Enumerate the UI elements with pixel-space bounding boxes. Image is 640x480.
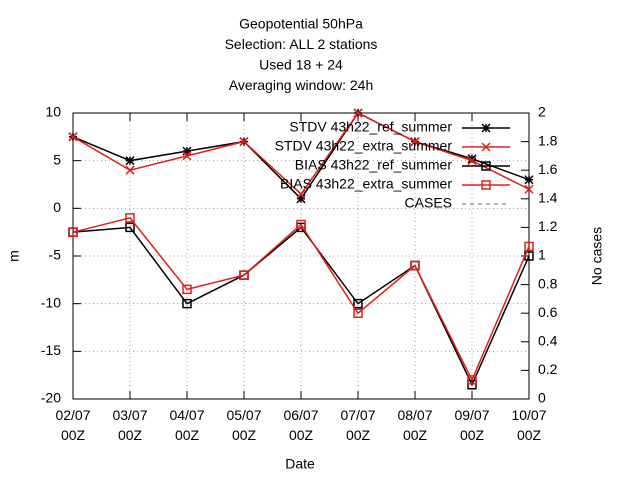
legend-label: STDV 43h22_ref_summer [289,119,452,135]
y2-tick-label: 0 [538,390,546,406]
chart-title: Averaging window: 24h [229,77,374,93]
x-tick-label: 08/07 00Z [397,407,433,443]
y2-tick-label: 1.8 [538,132,558,148]
y-tick-label: -10 [41,294,61,310]
y2-tick-label: 1.4 [538,190,558,206]
marker [68,132,78,142]
chart-title: Geopotential 50hPa [239,16,363,32]
marker [410,260,420,271]
marker [481,123,491,133]
marker [239,270,249,280]
y2-tick-label: 1.2 [538,218,558,234]
x-tick-label: 07/07 00Z [340,407,376,443]
marker [481,142,491,152]
y2-tick-label: 2 [538,104,546,120]
marker [125,213,135,223]
y2-tick-label: 1.6 [538,161,558,177]
y2-tick-label: 1 [538,247,546,263]
x-axis-label: Date [285,456,315,472]
marker [524,241,534,252]
marker [524,184,534,194]
marker [182,298,192,309]
y-tick-label: 5 [53,151,61,167]
y2-tick-label: 0.4 [538,333,558,349]
chart-title: Used 18 + 24 [259,57,343,73]
marker [410,137,420,147]
x-tick-label: 06/07 00Z [283,407,319,443]
marker [296,189,306,199]
chart-title: Selection: ALL 2 stations [225,36,378,52]
marker [467,154,477,164]
y2-tick-label: 0.6 [538,304,558,320]
marker [353,308,363,318]
marker [182,146,192,156]
legend-label: STDV 43h22_extra_summer [275,138,453,154]
marker [182,151,192,161]
marker [125,222,135,233]
marker [467,375,477,385]
marker [481,180,491,190]
y-tick-label: -20 [41,390,61,406]
y-tick-label: -15 [41,342,61,358]
x-tick-label: 10/07 00Z [511,407,547,443]
y2-axis-label: No cases [589,227,605,285]
x-tick-label: 05/07 00Z [226,407,262,443]
legend-label: CASES [405,195,452,211]
marker [467,379,477,390]
y-tick-label: 10 [45,104,61,120]
x-tick-label: 03/07 00Z [112,407,148,443]
y-tick-label: -5 [49,247,62,263]
marker [125,165,135,175]
series-line [72,217,530,382]
marker [467,156,477,166]
marker [353,108,363,118]
marker [68,227,78,237]
marker [296,194,306,204]
y2-tick-label: 0.8 [538,275,558,291]
x-tick-label: 02/07 00Z [55,407,91,443]
legend-label: BIAS 43h22_extra_summer [280,176,452,192]
marker [353,298,363,309]
marker [239,137,249,147]
marker [481,161,491,171]
legend-label: BIAS 43h22_ref_summer [295,157,453,173]
marker [296,219,306,230]
y2-tick-label: 0.2 [538,361,558,377]
marker [182,284,192,295]
x-tick-label: 09/07 00Z [454,407,490,443]
y-axis-label: m [6,250,22,262]
series-line [72,226,530,387]
y-tick-label: 0 [53,199,61,215]
marker [524,175,534,185]
marker [125,156,135,166]
x-tick-label: 04/07 00Z [169,407,205,443]
